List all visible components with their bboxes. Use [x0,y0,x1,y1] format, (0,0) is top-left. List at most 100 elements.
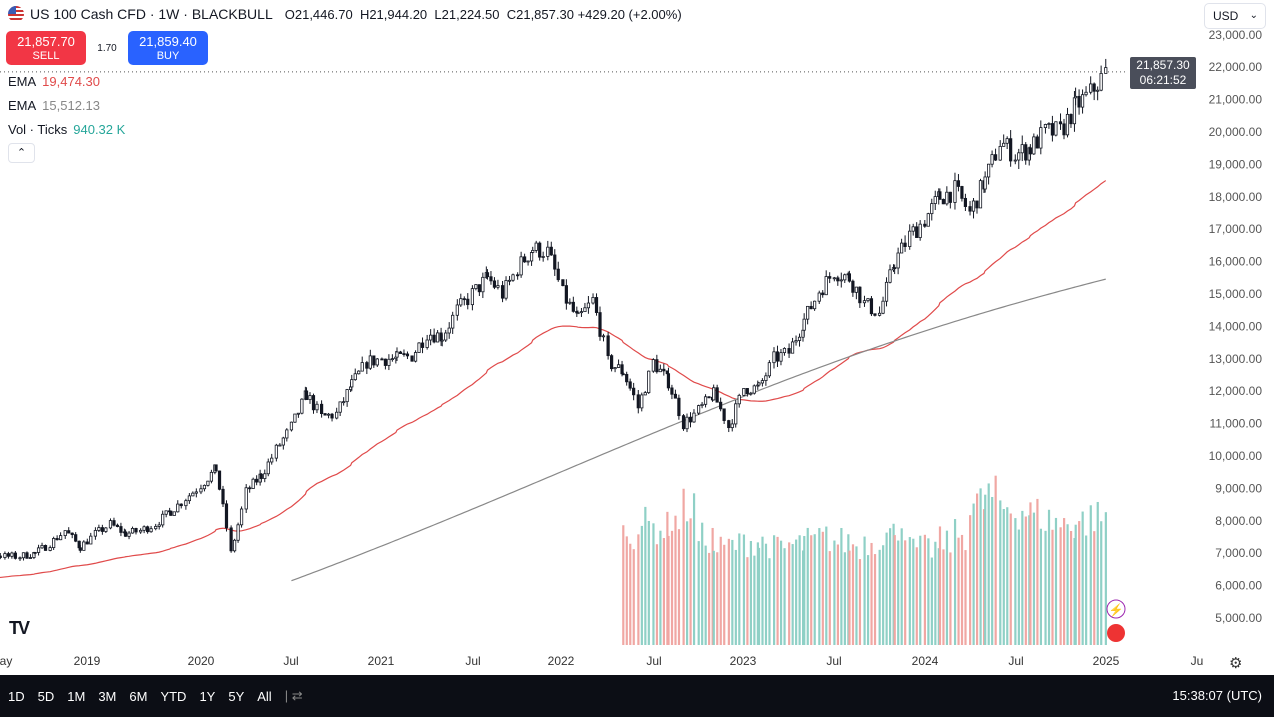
candle-up [93,530,97,537]
volume-bar [686,521,689,645]
candle-up [978,180,983,209]
candle-up [1065,113,1070,136]
candle-up [651,359,655,372]
candle-up [918,223,922,238]
us-economic-event-icon[interactable] [1107,624,1125,642]
volume-bar [677,529,681,645]
candle-up [930,203,934,215]
price-tick: 23,000.00 [1209,28,1263,42]
candle-down [1050,123,1055,136]
buy-button[interactable]: 21,859.40 BUY [128,31,208,65]
volume-bar [1096,501,1099,645]
sell-button[interactable]: 21,857.70 SELL [6,31,86,65]
volume-bar [927,538,930,645]
last-price-label: 21,857.30 06:21:52 [1130,57,1196,89]
candle-up [164,510,168,515]
symbol-title[interactable]: US 100 Cash CFD · 1W · BLACKBULL [30,6,273,22]
candle-up [429,334,433,341]
candle-down [432,334,436,343]
ohlc-readout: O21,446.70 H21,944.20 L21,224.50 C21,857… [285,7,682,22]
candle-up [511,274,515,281]
compare-icon[interactable]: | ⇄ [284,688,303,703]
range-1y[interactable]: 1Y [199,688,216,704]
range-1d[interactable]: 1D [8,688,25,704]
candle-down [655,359,659,373]
candle-up [285,429,289,439]
candle-down [727,420,731,429]
time-tick: Jul [646,654,661,668]
volume-legend[interactable]: Vol · Ticks 940.32 K [8,122,125,137]
volume-bar [836,544,840,645]
volume-bar [640,525,643,645]
candle-down [715,387,719,403]
candle-up [730,423,734,429]
price-tick: 22,000.00 [1209,60,1263,74]
candle-up [444,332,448,341]
range-all[interactable]: All [257,688,272,704]
volume-bar [1039,528,1043,645]
time-tick: Jul [1008,654,1023,668]
candle-up [1043,124,1048,128]
range-6m[interactable]: 6M [129,688,148,704]
volume-bar [655,544,659,645]
volume-bar [788,542,791,645]
time-axis[interactable] [0,648,1274,675]
volume-bar [670,530,674,645]
range-1m[interactable]: 1M [67,688,86,704]
candle-down [248,487,252,490]
volume-bar [647,520,650,645]
open-value: O21,446.70 [284,6,353,22]
time-tick: Jul [465,654,480,668]
range-3m[interactable]: 3M [98,688,117,704]
volume-bar [949,552,952,645]
candle-down [1092,83,1096,92]
time-tick: 2023 [730,654,757,668]
candle-up [266,461,270,475]
volume-bar [802,550,805,645]
gear-icon[interactable]: ⚙ [1229,655,1243,672]
candle-up [583,307,587,313]
volume-bar [1006,507,1009,645]
candle-up [749,392,753,395]
candle-up [888,269,892,283]
candle-up [712,387,716,401]
candle-up [757,382,761,386]
candle-up [806,305,810,320]
volume-bar [855,546,858,645]
range-5d[interactable]: 5D [37,688,55,704]
candle-up [263,473,267,479]
volume-bar [711,527,714,645]
currency-select[interactable]: USD ⌄ [1204,3,1266,29]
candle-down [1035,136,1039,149]
time-tick: 2025 [1093,654,1120,668]
candle-up [21,552,26,559]
volume-bar [882,545,885,645]
volume-bar [969,515,972,645]
candle-down [549,246,553,256]
candle-down [915,226,919,238]
candle-up [658,368,662,373]
candle-up [142,526,146,531]
candle-down [993,154,998,161]
volume-bar [1021,510,1024,645]
volume-bar [945,530,949,645]
volume-bar [848,550,851,645]
candle-down [688,416,693,423]
range-ytd[interactable]: YTD [160,688,187,704]
candle-up [97,527,101,531]
lightning-event-icon[interactable] [1106,599,1126,619]
ema-slow-legend[interactable]: EMA 15,512.13 [8,98,100,113]
collapse-legend-button[interactable]: ⌃ [8,143,35,163]
price-chart[interactable]: 23,000.00 22,000.00 21,000.00 20,000.00 19,0… [0,0,1274,675]
candle-up [289,421,294,431]
candle-up [40,545,44,549]
ema-fast-legend[interactable]: EMA 19,474.30 [8,74,100,89]
candle-up [206,480,210,486]
volume-bar [622,525,625,645]
candle-up [455,304,459,316]
candle-up [342,401,346,404]
tradingview-logo: TV [9,618,30,638]
volume-bar [746,557,749,645]
volume-bar [803,536,806,645]
range-5y[interactable]: 5Y [228,688,245,704]
